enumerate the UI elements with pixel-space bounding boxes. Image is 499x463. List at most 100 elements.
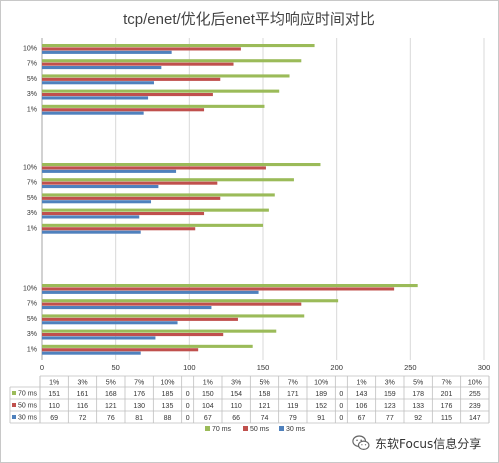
x-tick-label: 50: [111, 363, 119, 372]
bar: [42, 321, 178, 325]
bar: [42, 166, 266, 170]
table-header-cell: 3%: [77, 380, 87, 387]
x-tick-label: 250: [404, 363, 417, 372]
bar: [42, 212, 205, 216]
bar: [42, 290, 259, 294]
bar: [42, 89, 280, 93]
bar: [42, 196, 221, 200]
category-label: 3%: [27, 210, 37, 217]
table-value-cell: 123: [384, 403, 396, 410]
x-tick-label: 150: [257, 363, 270, 372]
table-value-cell: 72: [79, 415, 87, 422]
table-value-cell: 79: [289, 415, 297, 422]
bar: [42, 108, 205, 112]
category-label: 10%: [23, 46, 37, 53]
x-tick-label: 100: [183, 363, 196, 372]
bar: [42, 185, 159, 189]
table-value-cell: 91: [317, 415, 325, 422]
table-series-name: 70 ms: [18, 391, 38, 398]
table-header-cell: 10%: [160, 380, 174, 387]
bar: [42, 284, 418, 288]
table-header-cell: 7%: [441, 380, 451, 387]
bar: [42, 93, 213, 97]
bar: [42, 104, 265, 108]
category-label: 10%: [23, 165, 37, 172]
bar: [42, 44, 315, 48]
x-tick-label: 0: [40, 363, 44, 372]
bar: [42, 178, 294, 182]
table-value-cell: 106: [356, 403, 368, 410]
table-gap-cell: 0: [186, 391, 190, 398]
legend-label: 70 ms: [212, 426, 232, 433]
bar: [42, 200, 152, 204]
category-label: 7%: [27, 301, 37, 308]
table-value-cell: 154: [230, 391, 242, 398]
table-gap-cell: 0: [339, 415, 343, 422]
table-value-cell: 239: [469, 403, 481, 410]
table-header-cell: 5%: [413, 380, 423, 387]
bar: [42, 181, 218, 185]
table-value-cell: 133: [412, 403, 424, 410]
table-value-cell: 115: [441, 415, 452, 422]
table-gap-cell: 0: [186, 403, 190, 410]
watermark-text: 东软Focus信息分享: [375, 436, 482, 451]
table-value-cell: 178: [412, 391, 424, 398]
bar: [42, 66, 162, 70]
watermark: 东软Focus信息分享: [352, 432, 481, 454]
table-value-cell: 201: [441, 391, 453, 398]
bar: [42, 59, 302, 63]
table-header-cell: 3%: [231, 380, 241, 387]
table-value-cell: 104: [202, 403, 214, 410]
table-value-cell: 130: [133, 403, 145, 410]
category-label: 5%: [27, 76, 37, 83]
table-header-cell: 10%: [314, 380, 328, 387]
bar: [42, 348, 199, 352]
wechat-icon: [352, 435, 370, 450]
category-label: 1%: [27, 346, 37, 353]
legend-key: [243, 426, 248, 431]
table-value-cell: 168: [105, 391, 117, 398]
bar: [42, 77, 221, 81]
table-value-cell: 158: [259, 391, 271, 398]
table-value-cell: 185: [162, 391, 174, 398]
table-value-cell: 110: [49, 403, 60, 410]
bar: [42, 208, 269, 212]
bar: [42, 333, 224, 337]
table-value-cell: 189: [315, 391, 327, 398]
legend-label: 30 ms: [286, 426, 306, 433]
table-value-cell: 176: [441, 403, 453, 410]
bar: [42, 230, 141, 234]
chart-title: tcp/enet/优化后enet平均响应时间对比: [123, 10, 375, 28]
legend-label: 50 ms: [250, 426, 270, 433]
table-value-cell: 255: [469, 391, 481, 398]
table-value-cell: 67: [358, 415, 366, 422]
table-legend-key: [12, 391, 16, 395]
table-gap-cell: 0: [339, 391, 343, 398]
table-header-cell: 3%: [385, 380, 395, 387]
table-header-cell: 5%: [259, 380, 269, 387]
bar: [42, 314, 305, 318]
table-value-cell: 135: [162, 403, 174, 410]
table-header-cell: 7%: [134, 380, 144, 387]
table-value-cell: 152: [315, 403, 327, 410]
bar: [42, 81, 154, 85]
bar: [42, 169, 177, 173]
table-value-cell: 159: [384, 391, 396, 398]
bar: [42, 223, 263, 227]
table-gap-cell: 0: [339, 403, 343, 410]
table-value-cell: 88: [164, 415, 172, 422]
category-label: 3%: [27, 91, 37, 98]
table-value-cell: 121: [259, 403, 271, 410]
table-value-cell: 121: [105, 403, 117, 410]
bar: [42, 287, 395, 291]
table-value-cell: 143: [356, 391, 368, 398]
table-value-cell: 66: [232, 415, 240, 422]
bar: [42, 215, 140, 219]
table-header-cell: 1%: [203, 380, 213, 387]
table-gap-cell: 0: [186, 415, 190, 422]
bar: [42, 62, 234, 66]
category-label: 3%: [27, 331, 37, 338]
table-header-cell: 5%: [106, 380, 116, 387]
bar: [42, 47, 241, 51]
